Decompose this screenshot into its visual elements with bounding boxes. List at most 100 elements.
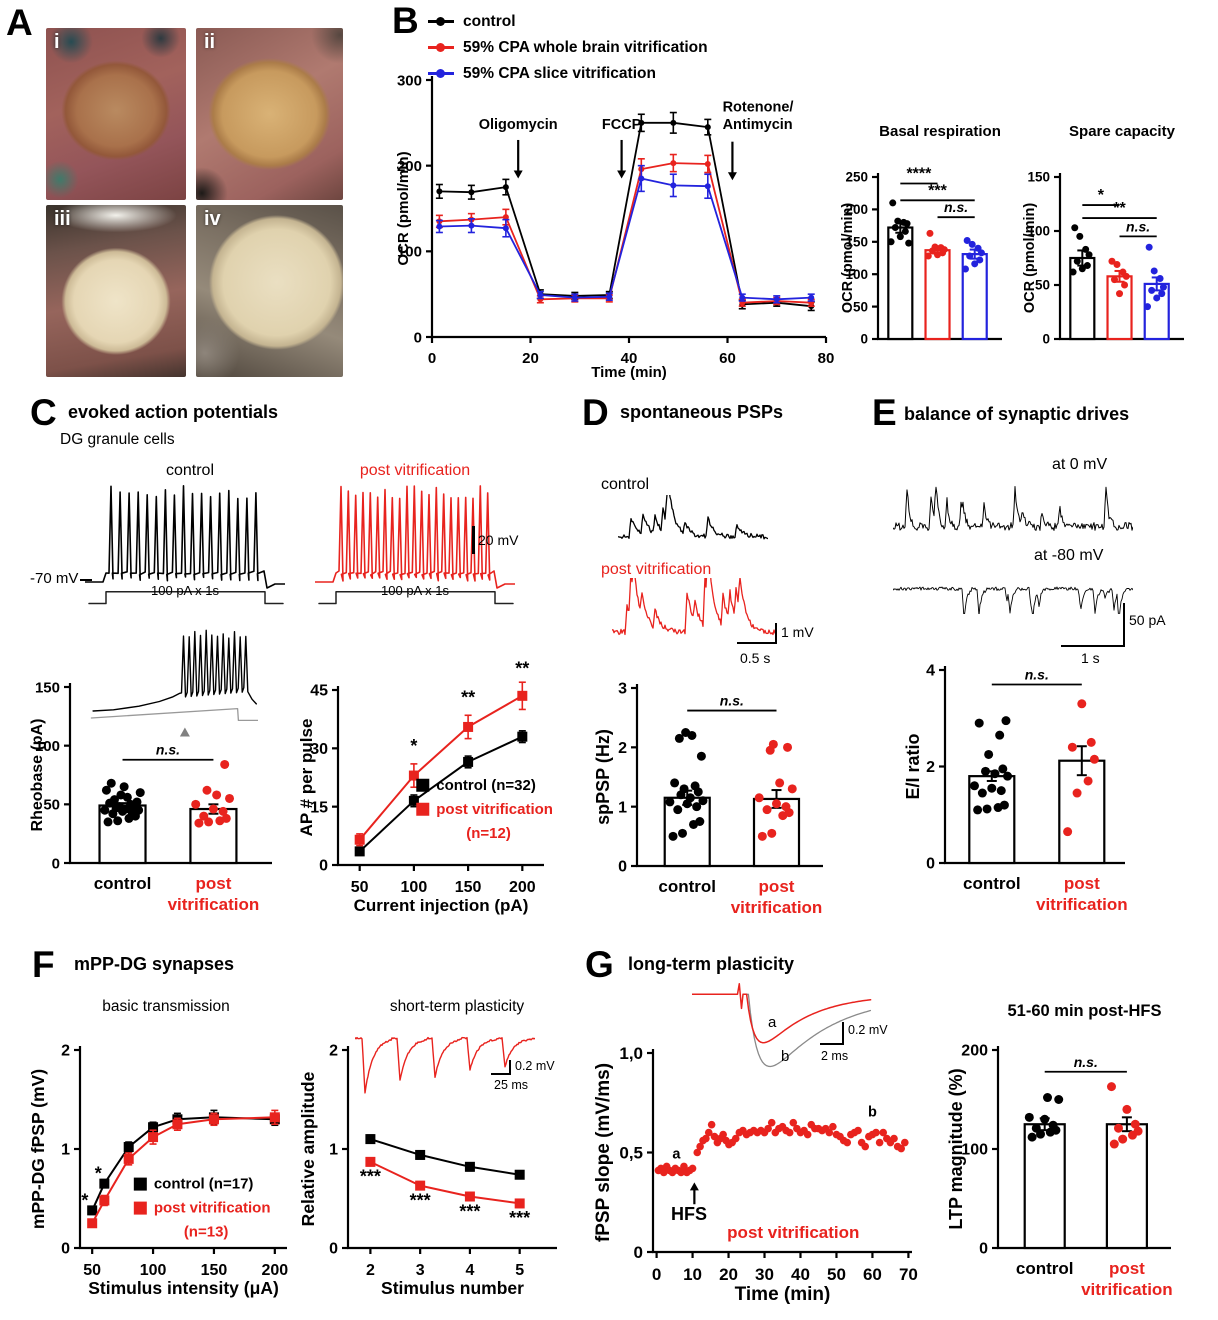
svg-text:***: ***: [410, 1190, 431, 1210]
svg-text:60: 60: [719, 350, 736, 367]
svg-text:OCR (pmol/min): OCR (pmol/min): [1022, 203, 1038, 314]
svg-text:45: 45: [310, 683, 328, 700]
svg-text:0: 0: [860, 332, 868, 347]
panel-d-label: D: [582, 392, 609, 433]
brain-photo-i: i: [46, 28, 186, 200]
legend-label: 59% CPA slice vitrification: [463, 64, 656, 82]
svg-text:(n=13): (n=13): [184, 1224, 229, 1241]
svg-text:50: 50: [43, 797, 60, 814]
voltage-scalebar: [472, 526, 475, 554]
inset-b-label: b: [781, 1048, 790, 1065]
svg-text:15: 15: [310, 799, 328, 816]
inset-a-label: a: [768, 1014, 777, 1031]
svg-text:post vitrification: post vitrification: [436, 801, 553, 818]
control-psp-trace: [618, 495, 768, 540]
time-scalebar: [1061, 645, 1125, 647]
svg-text:****: ****: [906, 165, 932, 182]
svg-text:70: 70: [899, 1265, 918, 1284]
svg-text:50: 50: [351, 879, 369, 896]
current-scale-label: 50 pA: [1129, 612, 1166, 628]
rheobase-chart: 0 50 100 150 Rheobase (pA) n.s. control post vit…: [29, 640, 282, 920]
svg-text:4: 4: [926, 663, 935, 680]
panel-f-title: mPP-DG synapses: [74, 954, 235, 974]
svg-text:0: 0: [61, 1241, 70, 1258]
ltp-magnitude-chart: 0 100 200 LTP magnitude (%) 51-60 min post-H…: [946, 1000, 1216, 1300]
svg-text:40: 40: [791, 1265, 810, 1284]
inset-voltage-scale-label: 0.2 mV: [515, 1059, 555, 1073]
svg-text:0: 0: [1042, 332, 1050, 347]
svg-text:*: *: [1098, 187, 1105, 204]
svg-text:0: 0: [428, 350, 436, 367]
svg-text:post vitrification: post vitrification: [154, 1200, 271, 1217]
brain-photo-ii: ii: [196, 28, 343, 200]
svg-text:control: control: [658, 877, 716, 896]
post-psp-label: post vitrification: [601, 561, 712, 578]
svg-text:*: *: [410, 736, 417, 756]
pulse-label-control: 100 pA x 1s: [151, 583, 219, 598]
panel-c-title: evoked action potentials: [68, 402, 279, 422]
svg-text:FCCP: FCCP: [602, 117, 642, 133]
svg-text:post: post: [195, 874, 231, 893]
spare-capacity-chart: 0 50 100 150 OCR (pmol/min) Spare capacity * **…: [1022, 120, 1214, 370]
inset-voltage-scalebar: [509, 1060, 511, 1075]
rheobase-ramp-inset-trace: [90, 629, 258, 737]
svg-text:control (n=17): control (n=17): [154, 1176, 254, 1193]
svg-text:Time (min): Time (min): [735, 1284, 831, 1305]
svg-text:***: ***: [509, 1208, 530, 1228]
svg-text:150: 150: [845, 235, 868, 250]
svg-text:vitrification: vitrification: [731, 898, 823, 917]
svg-text:control: control: [94, 874, 152, 893]
svg-text:20: 20: [522, 350, 539, 367]
svg-text:100: 100: [845, 267, 868, 282]
current-scalebar: [1123, 603, 1125, 647]
svg-text:AP # per pulse: AP # per pulse: [297, 719, 316, 837]
svg-text:100: 100: [961, 1142, 988, 1159]
post-vitrification-spike-train-trace: [315, 485, 515, 605]
baseline-tick: [80, 579, 92, 581]
basal-respiration-chart: 0 50 100 150 200 250 OCR (pmol/min) Basal respi…: [840, 120, 1032, 370]
svg-text:200: 200: [845, 202, 868, 217]
ocr-legend: control 59% CPA whole brain vitrification…: [428, 12, 708, 83]
panel-g-title: long-term plasticity: [628, 954, 795, 974]
svg-text:150: 150: [35, 679, 60, 696]
svg-text:50: 50: [1035, 278, 1050, 293]
svg-text:150: 150: [455, 879, 482, 896]
svg-text:**: **: [515, 658, 529, 678]
svg-text:n.s.: n.s.: [156, 742, 180, 758]
photo-label: iii: [54, 208, 71, 230]
ocr-time-course-chart: 0 100 200 300 0 20 40 60 80 Time (min) OCR (pmol/m…: [395, 60, 836, 390]
svg-text:1: 1: [329, 1142, 338, 1159]
svg-text:Relative amplitude: Relative amplitude: [298, 1071, 318, 1226]
svg-text:2: 2: [618, 740, 627, 757]
panel-c-subtitle: DG granule cells: [60, 431, 175, 448]
ap-per-pulse-chart: 0 15 30 45 50 100 150 200 Current injection (pA)…: [297, 655, 566, 945]
panel-g-label: G: [585, 944, 614, 985]
svg-text:0: 0: [52, 855, 60, 872]
sppsp-frequency-chart: 0 1 2 3 spPSP (Hz) n.s. control post vitrificati…: [593, 665, 833, 935]
svg-text:post: post: [1109, 1259, 1145, 1278]
svg-text:fPSP slope (mV/ms): fPSP slope (mV/ms): [593, 1063, 614, 1242]
input-output-chart: 0 1 2 50 100 150 200 Stimulus intensity (μA) mPP…: [28, 1020, 322, 1320]
svg-text:1: 1: [61, 1142, 70, 1159]
time-scale-label: 1 s: [1081, 650, 1100, 666]
svg-text:b: b: [868, 1105, 877, 1121]
svg-text:30: 30: [310, 741, 328, 758]
svg-text:1,0: 1,0: [619, 1044, 643, 1063]
panel-a-label: A: [6, 2, 33, 43]
svg-text:vitrification: vitrification: [1081, 1280, 1173, 1299]
svg-text:2: 2: [329, 1043, 338, 1060]
svg-text:*: *: [95, 1164, 102, 1184]
svg-text:OCR (pmol/min): OCR (pmol/min): [840, 203, 856, 314]
g-inset-time-scale-label: 2 ms: [821, 1049, 849, 1063]
svg-text:0: 0: [414, 329, 422, 346]
photo-label: i: [54, 31, 60, 53]
svg-text:Stimulus number: Stimulus number: [381, 1278, 524, 1298]
svg-text:Stimulus intensity (μA): Stimulus intensity (μA): [88, 1278, 279, 1298]
panel-b-label: B: [392, 0, 419, 41]
svg-text:0: 0: [634, 1243, 643, 1262]
svg-text:Antimycin: Antimycin: [723, 117, 793, 133]
svg-text:n.s.: n.s.: [1025, 666, 1049, 682]
svg-text:n.s.: n.s.: [1074, 1054, 1098, 1070]
post-vitrification-psp-trace: [612, 578, 777, 636]
svg-text:40: 40: [621, 350, 638, 367]
